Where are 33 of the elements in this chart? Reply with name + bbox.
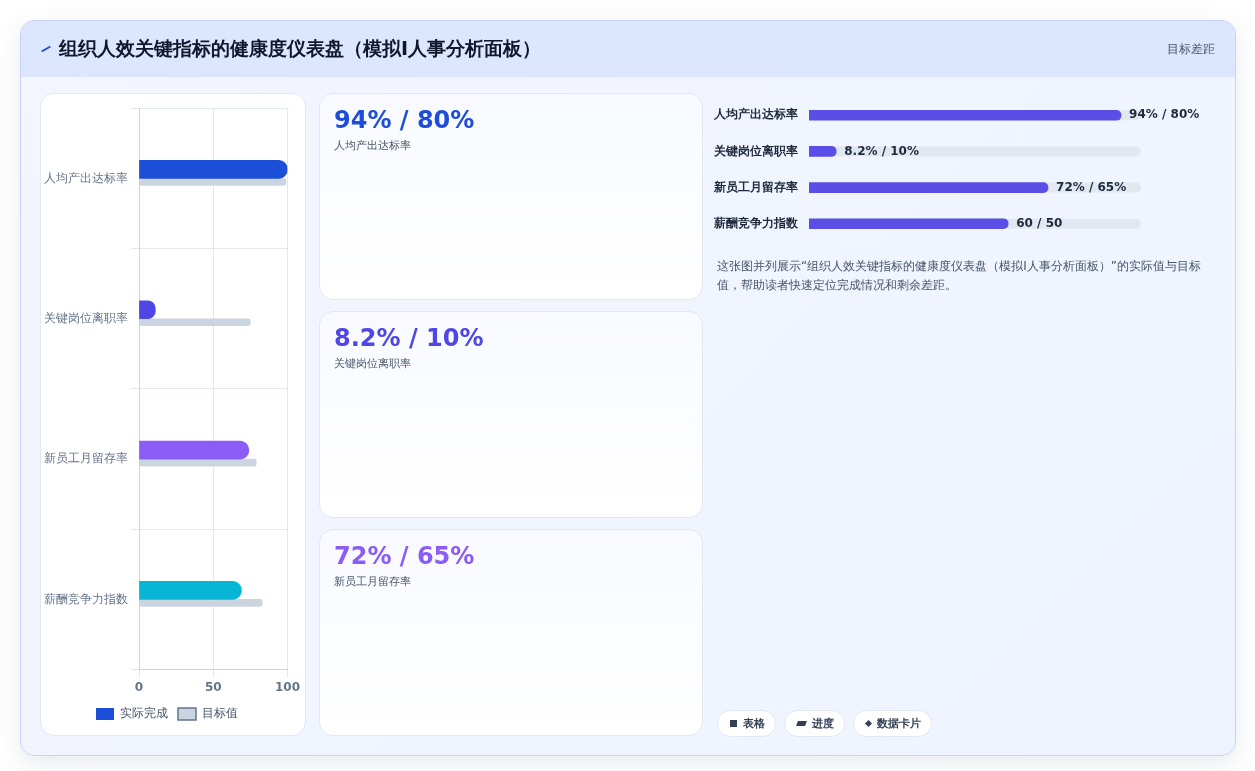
bar: [809, 146, 837, 157]
x-tick-label: 50: [204, 679, 222, 694]
data-label: 8.2% / 10%: [844, 143, 919, 158]
y-tick-label: 新员工月留存率: [713, 179, 798, 194]
y-tick-label: 人均产出达标率: [713, 107, 798, 122]
y-tick-label: 关键岗位离职率: [44, 310, 128, 325]
legend-label: 实际完成: [120, 706, 168, 721]
y-tick-label: 人均产出达标率: [44, 170, 128, 185]
y-tick-label: 薪酬竞争力指数: [713, 215, 799, 230]
text: 72% / 65%: [334, 542, 476, 570]
text: 表格: [743, 716, 765, 731]
x-tick-label: 0: [134, 679, 144, 694]
bar: [139, 160, 288, 179]
y-tick-label: 薪酬竞争力指数: [44, 591, 128, 606]
text: 数据卡片: [877, 716, 921, 731]
text: 关键岗位离职率: [334, 356, 412, 371]
text: 新员工月留存率: [334, 574, 412, 589]
x-tick-label: 100: [274, 679, 301, 694]
text: 人均产出达标率: [334, 138, 412, 153]
data-label: 94% / 80%: [1129, 107, 1200, 122]
data-label: 60 / 50: [1016, 215, 1063, 230]
bar: [139, 440, 250, 460]
text: 目标差距: [1167, 40, 1215, 58]
text: 这张图并列展示“组织人效关键指标的健康度仪表盘（模拟I人事分析面板）”的实际值与目标值，帮助读者快速定位完成情况和剩余差距。: [717, 258, 1202, 294]
text: 进度: [812, 716, 834, 731]
text: 8.2% / 10%: [334, 324, 485, 352]
bar: [139, 581, 242, 600]
legend-label: 目标值: [202, 706, 238, 721]
text: 组织人效关键指标的健康度仪表盘（模拟I人事分析面板）: [59, 36, 542, 61]
y-tick-label: 关键岗位离职率: [713, 143, 798, 158]
text: 94% / 80%: [334, 106, 476, 134]
data-label: 72% / 65%: [1056, 179, 1127, 194]
y-tick-label: 新员工月留存率: [44, 451, 128, 466]
